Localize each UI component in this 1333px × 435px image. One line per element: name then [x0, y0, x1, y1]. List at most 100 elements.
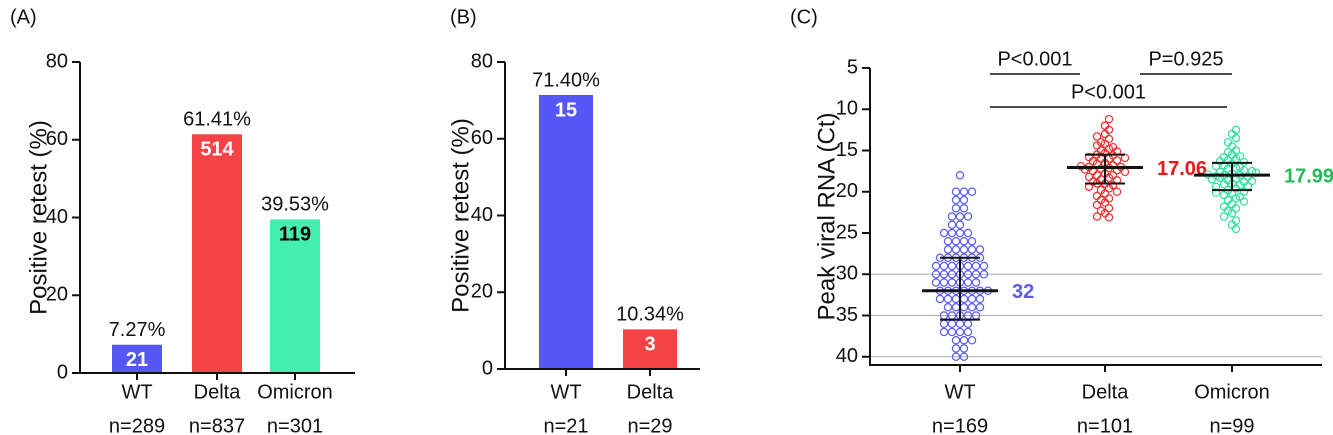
- data-point: [947, 261, 957, 271]
- data-point: [1100, 139, 1110, 149]
- data-point: [959, 187, 969, 196]
- x-tick-label: Delta: [194, 381, 242, 403]
- data-point: [1112, 156, 1122, 165]
- data-point: [1231, 204, 1241, 213]
- data-point: [1235, 152, 1245, 161]
- data-point: [1227, 199, 1237, 209]
- data-point: [967, 336, 977, 345]
- data-point: [1120, 167, 1130, 177]
- data-point: [967, 237, 977, 246]
- data-point: [1223, 138, 1233, 147]
- data-point: [951, 336, 961, 345]
- data-point: [959, 352, 969, 361]
- data-point: [967, 245, 977, 254]
- value-label: 39.53%: [261, 194, 329, 216]
- p-value: P<0.001: [1071, 81, 1146, 103]
- median-label: 32: [1012, 281, 1034, 303]
- data-point: [955, 220, 965, 229]
- data-point: [1231, 216, 1241, 225]
- data-point: [971, 270, 981, 279]
- y-tick-label: 80: [471, 50, 493, 72]
- data-point: [955, 327, 965, 337]
- data-point: [1211, 188, 1221, 197]
- y-tick-label: 60: [46, 128, 68, 150]
- data-point: [943, 294, 953, 304]
- data-point: [1227, 129, 1237, 139]
- data-point: [963, 261, 973, 271]
- data-point: [1219, 180, 1229, 189]
- sample-size: n=101: [1077, 415, 1133, 435]
- data-point: [951, 195, 961, 205]
- data-point: [975, 245, 985, 254]
- data-point: [943, 303, 953, 312]
- data-point: [1096, 154, 1106, 163]
- sample-size: n=29: [627, 415, 672, 435]
- data-point: [939, 261, 949, 271]
- data-point: [955, 212, 965, 221]
- data-point: [959, 344, 969, 353]
- data-point: [939, 319, 949, 328]
- data-point: [963, 278, 973, 287]
- x-tick-label: WT: [944, 381, 975, 403]
- data-point: [1100, 189, 1110, 198]
- data-point: [1100, 121, 1110, 130]
- data-point: [947, 327, 957, 337]
- data-point: [959, 195, 969, 205]
- data-point: [1247, 176, 1257, 186]
- data-point: [1219, 190, 1229, 200]
- data-point: [1100, 198, 1110, 207]
- data-point: [967, 187, 977, 196]
- data-point: [1100, 129, 1110, 139]
- data-point: [1104, 125, 1114, 135]
- value-label: 7.27%: [109, 319, 166, 341]
- bar: [623, 329, 677, 369]
- data-point: [967, 294, 977, 304]
- count-label: 3: [644, 334, 655, 356]
- data-point: [1231, 194, 1241, 203]
- data-point: [959, 204, 969, 213]
- data-point: [1223, 195, 1233, 205]
- data-point: [1092, 132, 1102, 141]
- data-point: [1092, 141, 1102, 150]
- count-label: 119: [279, 224, 311, 246]
- data-point: [1219, 202, 1229, 211]
- x-tick-label: WT: [550, 381, 581, 403]
- data-point: [947, 270, 957, 279]
- y-tick-label: 35: [836, 304, 858, 326]
- data-point: [951, 204, 961, 213]
- count-label: 514: [200, 139, 234, 161]
- data-point: [975, 294, 985, 304]
- panel-label: (A): [10, 6, 37, 28]
- sample-size: n=837: [189, 415, 245, 435]
- y-tick-label: 40: [836, 345, 858, 367]
- data-point: [963, 270, 973, 279]
- data-point: [939, 278, 949, 287]
- data-point: [967, 303, 977, 312]
- data-point: [1112, 187, 1122, 196]
- value-label: 71.40%: [532, 69, 600, 91]
- data-point: [1227, 220, 1237, 229]
- data-point: [1215, 157, 1225, 166]
- data-point: [1104, 204, 1114, 213]
- data-point: [931, 270, 941, 279]
- sample-size: n=301: [267, 415, 323, 435]
- data-point: [1096, 175, 1106, 184]
- data-point: [951, 187, 961, 196]
- data-point: [947, 212, 957, 221]
- data-point: [1243, 181, 1253, 191]
- y-tick-label: 5: [847, 56, 858, 78]
- data-point: [951, 352, 961, 361]
- x-tick-label: Delta: [1082, 381, 1130, 403]
- y-tick-label: 60: [471, 127, 493, 149]
- x-tick-label: Omicron: [257, 381, 333, 403]
- data-point: [1227, 208, 1237, 218]
- data-point: [1092, 200, 1102, 210]
- data-point: [959, 303, 969, 312]
- data-point: [1239, 197, 1249, 206]
- data-point: [935, 294, 945, 304]
- data-point: [1092, 212, 1102, 221]
- data-point: [939, 327, 949, 337]
- p-value: P<0.001: [997, 48, 1072, 70]
- sample-size: n=99: [1209, 415, 1254, 435]
- y-tick-label: 20: [471, 281, 493, 303]
